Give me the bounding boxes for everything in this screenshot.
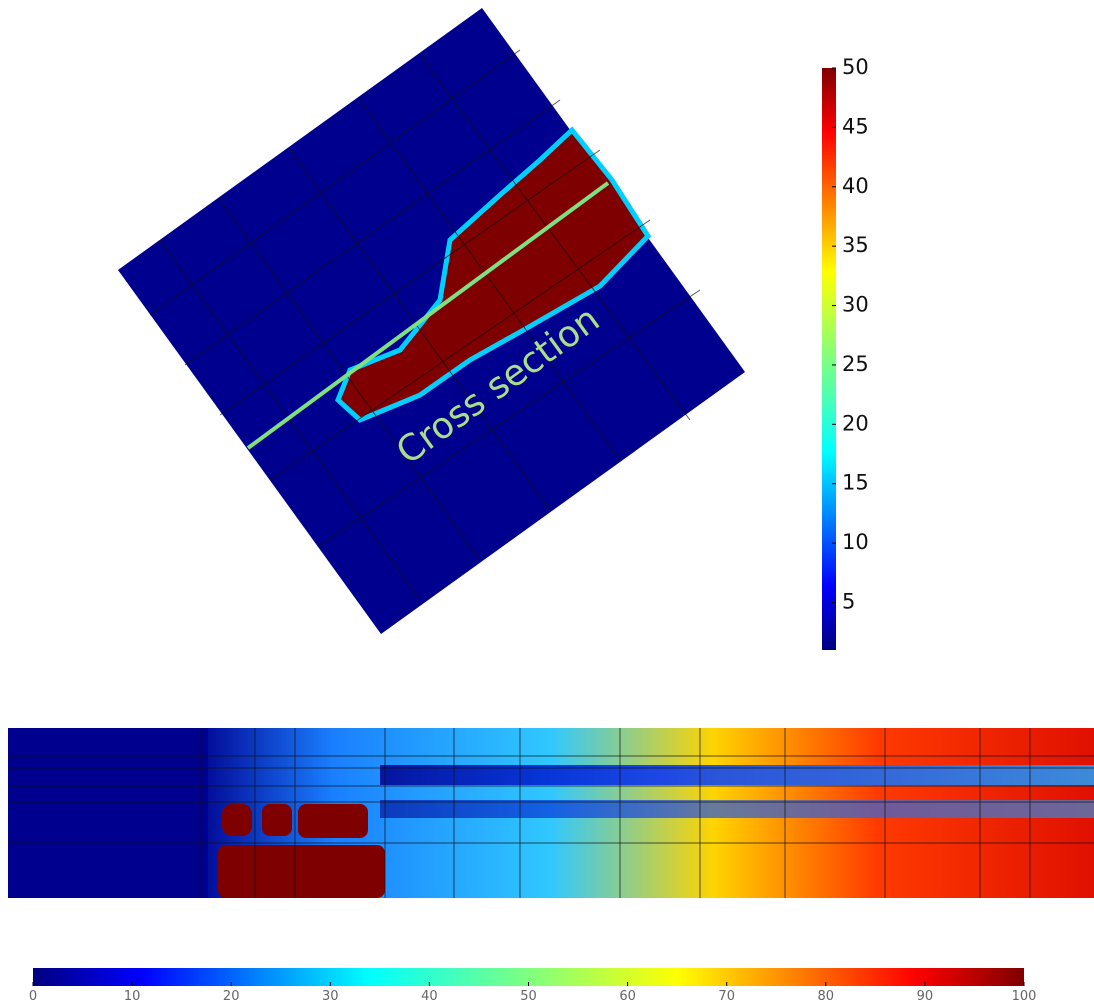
tick-label: 50 — [842, 55, 869, 79]
tick-label: 25 — [842, 352, 869, 376]
tick-label: 30 — [322, 989, 339, 1004]
tick-label: 80 — [818, 989, 835, 1004]
tick-label: 30 — [842, 293, 869, 317]
tick-label: 40 — [421, 989, 438, 1004]
colorbar-top — [822, 68, 836, 650]
block — [298, 804, 368, 838]
cross-section — [8, 728, 1094, 898]
tick-label: 20 — [842, 411, 869, 435]
colorbar-ticks: 5 10 15 20 25 30 35 40 45 50 0 10 20 30 40 50 60 70 80 90 10… — [29, 55, 1037, 1004]
field — [8, 728, 208, 898]
tick-label: 90 — [917, 989, 934, 1004]
band — [380, 765, 1094, 785]
tick-label: 50 — [520, 989, 537, 1004]
tick-label: 10 — [124, 989, 141, 1004]
block — [222, 804, 252, 836]
tick-label: 45 — [842, 114, 869, 138]
block — [262, 804, 292, 836]
block — [218, 845, 385, 898]
tick-label: 35 — [842, 233, 869, 257]
mesh — [8, 728, 1094, 898]
map-top: Cross section — [118, 8, 745, 634]
plume — [335, 126, 652, 423]
tick-label: 15 — [842, 471, 869, 495]
tick-label: 40 — [842, 174, 869, 198]
colorbar-bottom — [33, 968, 1024, 986]
tick-label: 0 — [29, 989, 37, 1004]
tick-label: 100 — [1012, 989, 1037, 1004]
tick-label: 20 — [223, 989, 240, 1004]
mesh — [149, 49, 701, 601]
tick-label: 60 — [619, 989, 636, 1004]
section-line — [246, 181, 610, 450]
band — [380, 800, 1094, 818]
tick-label: 10 — [842, 530, 869, 554]
tick-label: 5 — [842, 589, 855, 613]
tick-label: 70 — [718, 989, 735, 1004]
